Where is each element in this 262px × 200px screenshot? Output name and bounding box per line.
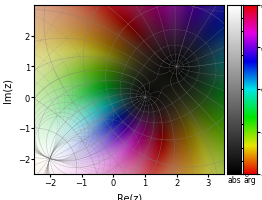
X-axis label: arg: arg [244,175,256,184]
Y-axis label: Im(z): Im(z) [2,78,12,102]
X-axis label: abs: abs [227,175,241,184]
X-axis label: Re(z): Re(z) [117,193,142,200]
